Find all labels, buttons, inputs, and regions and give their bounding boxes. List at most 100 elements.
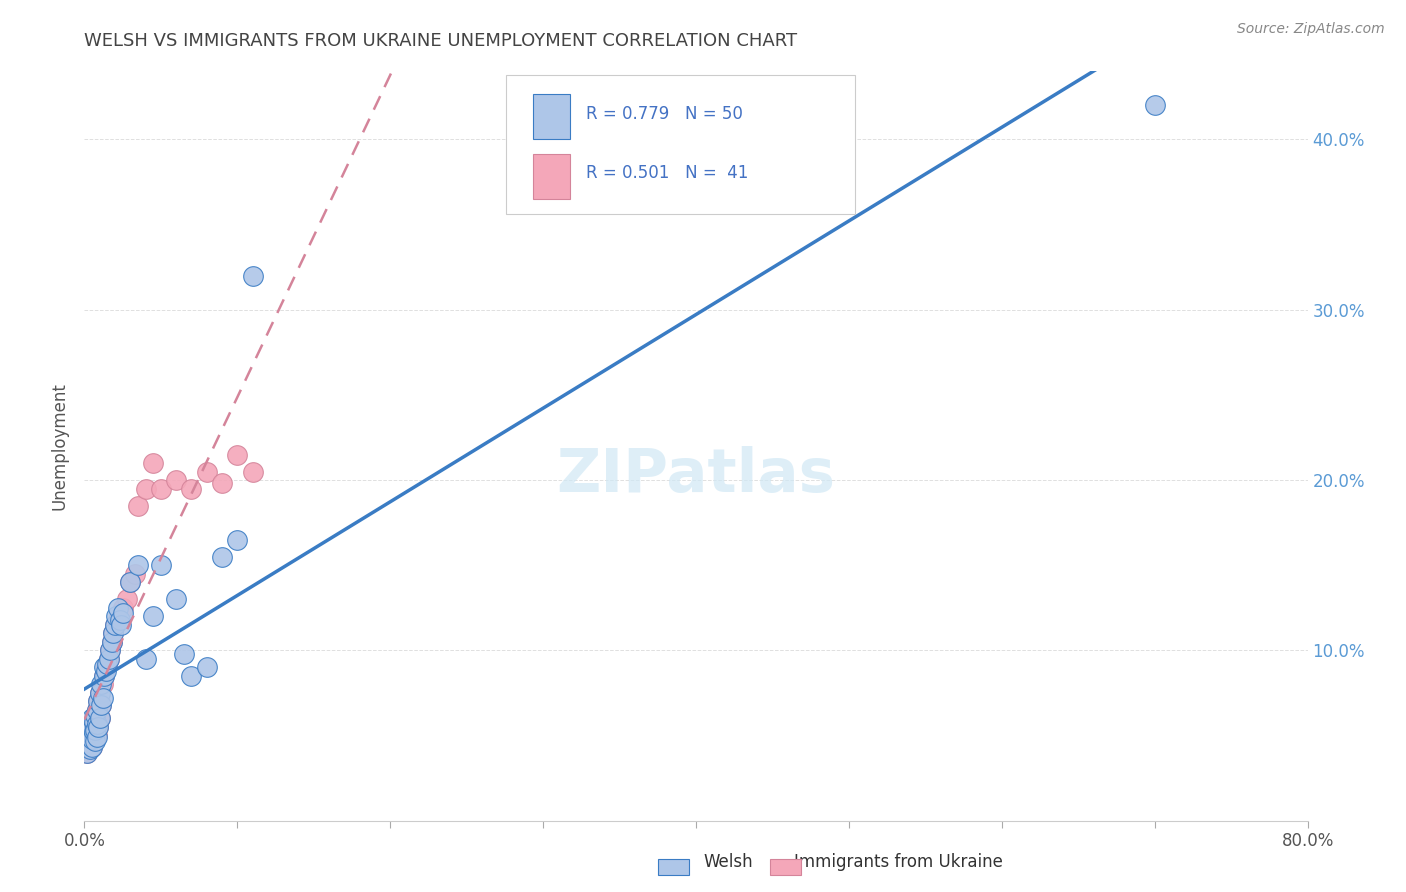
Point [89,711,111,725]
Point [1143,98,1166,112]
Point [80,720,103,734]
Point [108,613,131,627]
Point [93,669,115,683]
Point [135,482,157,496]
Point [120,575,142,590]
Point [226,533,249,547]
Text: ZIPatlas: ZIPatlas [557,447,835,506]
Point [86,716,108,731]
FancyBboxPatch shape [533,153,569,199]
Point [96,657,118,671]
Point [90,698,112,712]
Point [84,725,107,739]
Point [115,592,138,607]
Point [84,708,107,723]
FancyBboxPatch shape [506,75,855,214]
Point [87,694,110,708]
Text: Immigrants from Ukraine: Immigrants from Ukraine [794,853,1004,871]
Point [226,448,249,462]
Point [76,746,98,760]
Point [77,737,100,751]
Point [77,737,100,751]
Point [86,730,108,744]
Point [79,720,101,734]
Point [91,677,114,691]
Point [83,725,105,739]
Point [98,643,121,657]
Point [103,626,125,640]
Point [127,558,149,573]
Point [180,482,202,496]
Point [98,643,121,657]
Point [86,703,108,717]
Text: WELSH VS IMMIGRANTS FROM UKRAINE UNEMPLOYMENT CORRELATION CHART: WELSH VS IMMIGRANTS FROM UKRAINE UNEMPLO… [84,32,797,50]
Point [142,456,165,470]
Point [165,473,187,487]
Point [94,664,117,678]
Point [97,652,120,666]
Point [86,703,108,717]
Text: Welsh: Welsh [703,853,752,871]
Point [83,711,105,725]
Point [96,657,118,671]
Point [127,499,149,513]
Point [77,729,100,743]
Point [93,669,115,683]
Y-axis label: Unemployment: Unemployment [51,382,69,510]
Point [211,476,233,491]
Point [124,566,146,581]
Point [180,669,202,683]
Point [89,711,111,725]
Point [211,549,233,564]
Point [97,652,120,666]
Point [80,731,103,746]
Point [242,465,264,479]
Point [89,686,111,700]
Point [87,720,110,734]
Point [77,742,100,756]
Text: R = 0.779   N = 50: R = 0.779 N = 50 [586,105,742,123]
Point [79,742,101,756]
Point [87,720,110,734]
Point [111,606,134,620]
Point [195,465,218,479]
Point [86,729,108,743]
Point [94,660,117,674]
Point [195,660,218,674]
Point [149,482,172,496]
FancyBboxPatch shape [533,94,569,139]
Point [101,635,124,649]
Point [104,617,127,632]
Point [107,600,129,615]
Point [165,592,187,607]
Point [107,613,129,627]
Point [90,698,112,712]
Point [242,268,264,283]
Point [90,677,112,691]
Point [80,740,103,755]
Point [80,711,103,725]
Point [104,617,127,632]
Point [83,714,105,729]
Point [79,729,101,743]
Text: Source: ZipAtlas.com: Source: ZipAtlas.com [1237,22,1385,37]
Point [89,686,111,700]
Point [110,617,132,632]
Point [83,731,105,746]
Point [76,746,98,760]
Point [93,660,115,674]
Point [111,600,134,615]
Point [84,723,107,738]
Point [149,558,172,573]
Point [135,652,157,666]
Point [120,575,142,590]
Point [105,609,128,624]
Point [87,694,110,708]
Point [91,691,114,706]
Point [84,714,107,729]
Text: R = 0.501   N =  41: R = 0.501 N = 41 [586,163,748,181]
Point [142,609,165,624]
Point [80,740,103,755]
Point [84,733,107,747]
Point [173,647,195,661]
